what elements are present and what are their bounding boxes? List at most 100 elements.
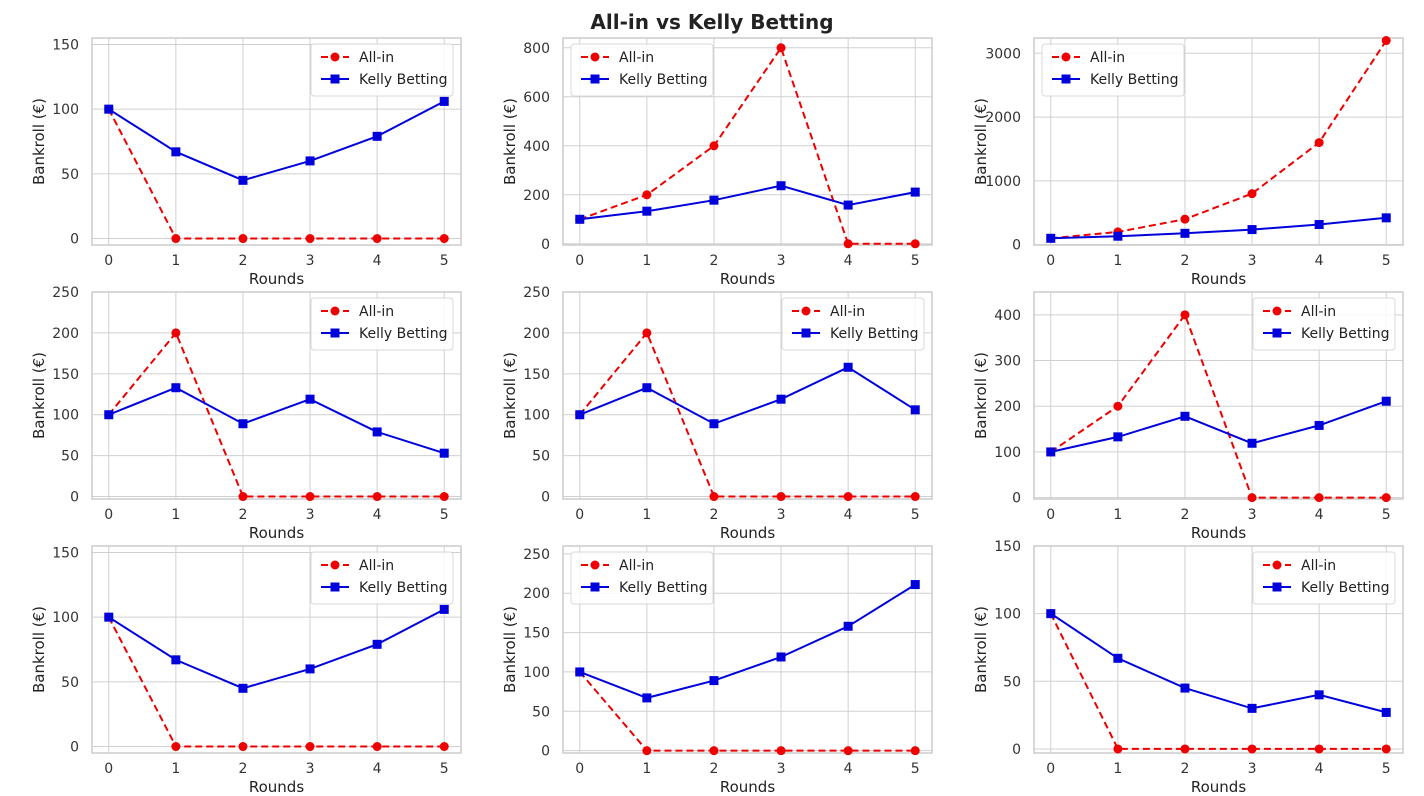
y-tick-label: 150 — [52, 37, 79, 53]
plot-frame — [91, 545, 462, 754]
y-tick-label: 0 — [1012, 742, 1021, 758]
data-point-kelly-betting — [1113, 653, 1123, 663]
x-tick-label: 1 — [1113, 761, 1122, 777]
x-tick-label: 1 — [1113, 507, 1122, 523]
data-point-all-in — [642, 328, 652, 338]
data-point-all-in — [776, 746, 786, 756]
data-point-kelly-betting — [709, 676, 719, 686]
data-point-all-in — [642, 746, 652, 756]
x-tick-label: 2 — [238, 507, 247, 523]
x-tick-label: 1 — [642, 507, 651, 523]
y-axis-label: Bankroll (€) — [972, 606, 990, 693]
data-point-kelly-betting — [1046, 447, 1056, 457]
x-axis-label: Rounds — [720, 524, 775, 542]
legend: All-in Kelly Betting — [1041, 43, 1185, 97]
data-point-kelly-betting — [1381, 707, 1391, 717]
data-point-kelly-betting — [305, 394, 315, 404]
data-point-kelly-betting — [1113, 432, 1123, 442]
x-tick-label: 2 — [1180, 507, 1189, 523]
data-point-all-in — [171, 234, 181, 244]
y-tick-label: 0 — [541, 237, 550, 253]
legend-marker-all-in — [1061, 52, 1071, 62]
legend-label: Kelly Betting — [1090, 72, 1178, 88]
data-point-all-in — [910, 492, 920, 502]
data-point-kelly-betting — [1113, 231, 1123, 241]
y-tick-label: 0 — [70, 232, 79, 248]
legend-label: All-in — [359, 50, 394, 66]
series-line-all-in — [1050, 40, 1388, 240]
data-point-all-in — [1180, 310, 1190, 320]
data-point-kelly-betting — [171, 655, 181, 665]
x-tick-label: 5 — [1382, 507, 1391, 523]
y-tick-label: 50 — [61, 449, 79, 465]
data-point-kelly-betting — [1381, 213, 1391, 223]
data-point-all-in — [171, 742, 181, 752]
x-tick-label: 5 — [911, 253, 920, 269]
data-point-kelly-betting — [843, 621, 853, 631]
series-line-kelly-betting — [108, 386, 445, 455]
data-point-kelly-betting — [1046, 233, 1056, 243]
data-point-all-in — [1314, 493, 1324, 503]
x-tick-label: 3 — [1248, 507, 1257, 523]
legend-label: Kelly Betting — [359, 326, 447, 342]
x-tick-label: 1 — [171, 253, 180, 269]
y-tick-label: 150 — [523, 367, 550, 383]
data-point-kelly-betting — [1314, 420, 1324, 430]
legend-label: All-in — [619, 50, 654, 66]
plot-frame — [91, 291, 462, 500]
data-point-kelly-betting — [1180, 228, 1190, 238]
data-point-kelly-betting — [776, 652, 786, 662]
data-point-all-in — [776, 43, 786, 53]
x-tick-label: 2 — [709, 761, 718, 777]
data-point-all-in — [709, 492, 719, 502]
data-point-kelly-betting — [776, 394, 786, 404]
legend-marker-all-in — [330, 560, 340, 570]
data-point-kelly-betting — [910, 580, 920, 590]
x-axis-label: Rounds — [720, 778, 775, 796]
legend-label: Kelly Betting — [1301, 580, 1389, 596]
data-point-all-in — [238, 234, 248, 244]
series-line-kelly-betting — [108, 608, 445, 690]
y-tick-label: 100 — [994, 445, 1021, 461]
data-point-kelly-betting — [171, 383, 181, 393]
x-axis-label: Rounds — [1191, 270, 1246, 288]
data-point-kelly-betting — [642, 383, 652, 393]
legend-marker-kelly-betting — [1061, 74, 1071, 84]
legend-marker-kelly-betting — [330, 74, 340, 84]
x-tick-label: 1 — [642, 761, 651, 777]
series-line-all-in — [579, 330, 916, 498]
y-tick-label: 200 — [994, 399, 1021, 415]
data-point-all-in — [1381, 493, 1391, 503]
y-tick-label: 200 — [523, 586, 550, 602]
legend-marker-kelly-betting — [330, 328, 340, 338]
data-point-kelly-betting — [575, 214, 585, 224]
x-tick-label: 1 — [642, 253, 651, 269]
series-line-all-in — [579, 671, 916, 752]
x-axis-label: Rounds — [1191, 778, 1246, 796]
data-point-kelly-betting — [372, 427, 382, 437]
x-tick-label: 3 — [306, 761, 315, 777]
y-axis-label: Bankroll (€) — [501, 98, 519, 185]
y-tick-label: 100 — [52, 610, 79, 626]
data-point-kelly-betting — [642, 206, 652, 216]
x-axis-label: Rounds — [249, 270, 304, 288]
x-axis-label: Rounds — [1191, 524, 1246, 542]
y-tick-label: 100 — [523, 408, 550, 424]
legend-label: Kelly Betting — [619, 580, 707, 596]
x-tick-label: 5 — [1382, 761, 1391, 777]
legend-marker-kelly-betting — [590, 74, 600, 84]
plot-frame — [562, 291, 933, 500]
x-tick-label: 1 — [171, 761, 180, 777]
data-point-kelly-betting — [709, 195, 719, 205]
x-tick-label: 3 — [306, 507, 315, 523]
x-tick-label: 0 — [104, 761, 113, 777]
y-tick-label: 100 — [994, 607, 1021, 623]
y-tick-label: 250 — [523, 285, 550, 301]
x-tick-label: 5 — [911, 507, 920, 523]
data-point-kelly-betting — [372, 639, 382, 649]
legend-marker-all-in — [590, 560, 600, 570]
data-point-kelly-betting — [1247, 225, 1257, 235]
data-point-all-in — [843, 492, 853, 502]
plot-frame — [562, 37, 933, 246]
legend: All-in Kelly Betting — [310, 297, 454, 351]
